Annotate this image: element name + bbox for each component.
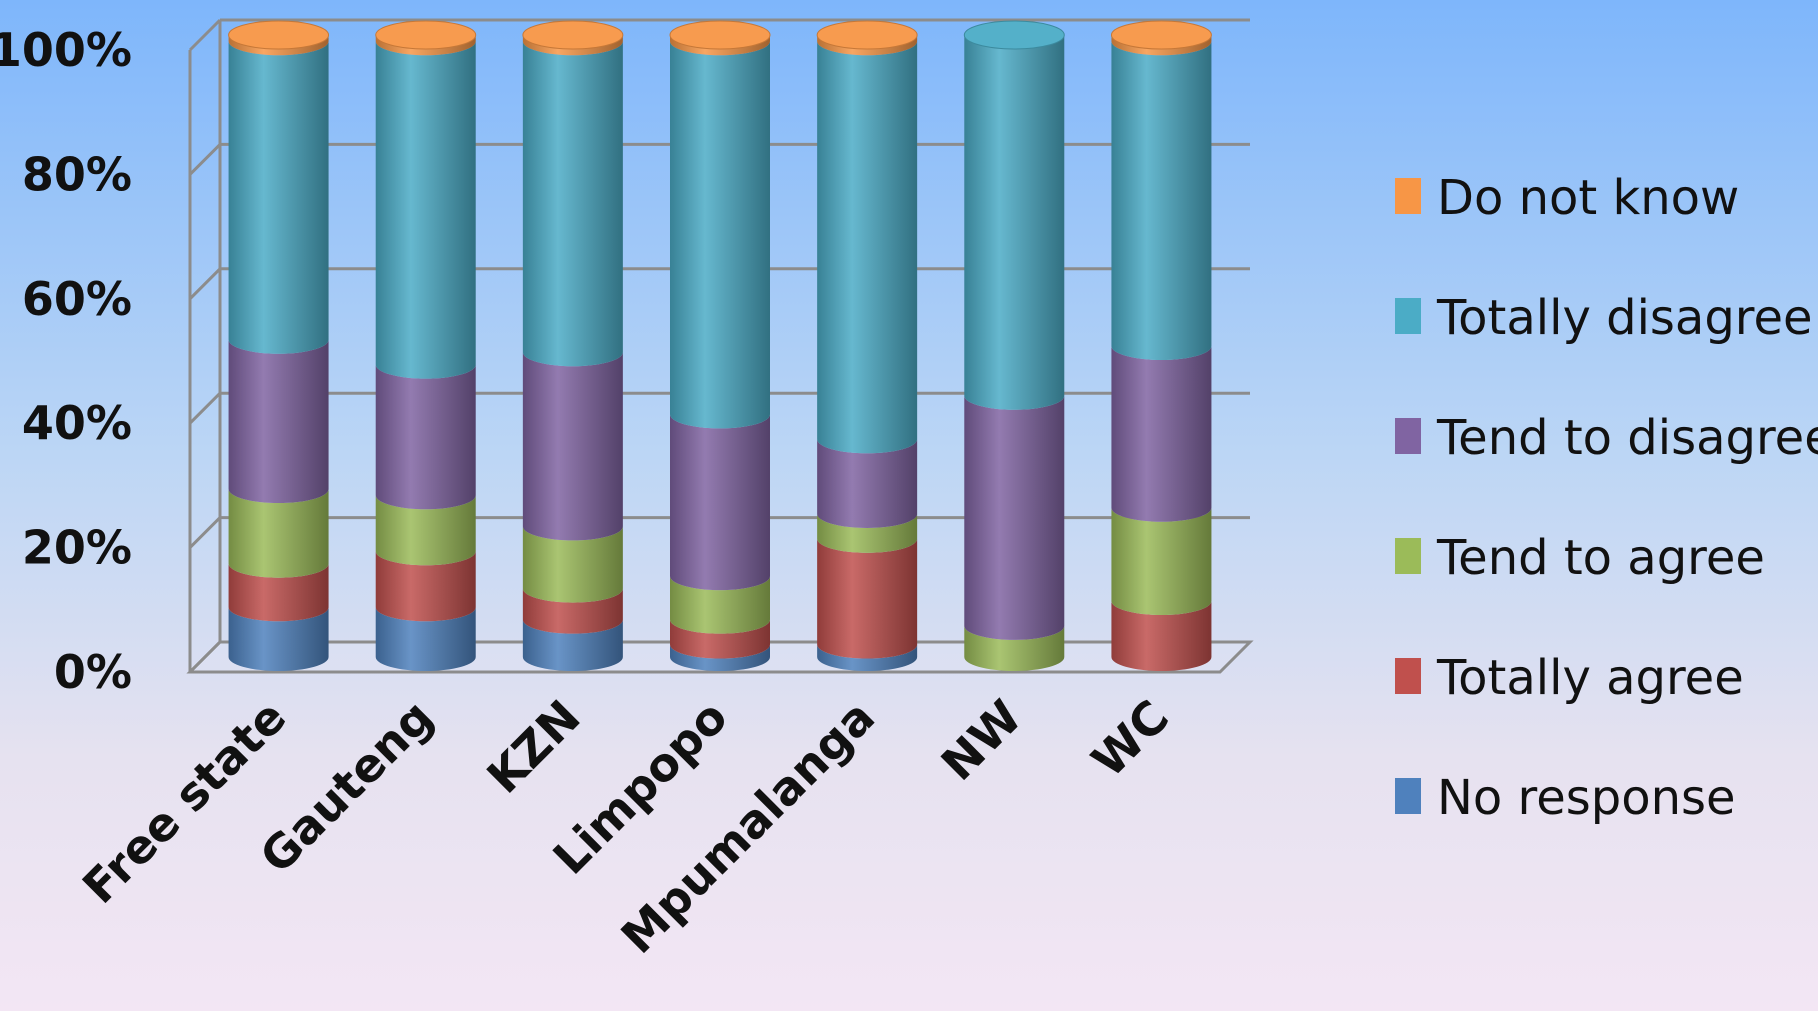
bar-segment-kzn-tend-to-disagree: [522, 352, 623, 541]
bar-segment-free-state-tend-to-disagree: [228, 339, 329, 504]
bar-segment-mpumalanga-totally-disagree: [817, 41, 918, 454]
y-tick-label: 100%: [0, 23, 132, 77]
bar-segment-wc-tend-to-disagree: [1111, 346, 1212, 522]
legend-label-do-not-know: Do not know: [1437, 170, 1739, 226]
bar-segment-mpumalanga-do-not-know: [817, 35, 918, 56]
bar-segment-gauteng-tend-to-disagree: [375, 364, 476, 510]
legend-swatch-totally-agree: [1395, 658, 1421, 694]
bar-segment-wc-totally-disagree: [1111, 41, 1212, 360]
y-tick-label: 60%: [22, 272, 132, 326]
bar-segment-gauteng-tend-to-agree: [375, 495, 476, 566]
bar-segment-free-state-totally-agree: [228, 563, 329, 622]
legend-item-do-not-know: Do not know: [1395, 170, 1739, 226]
bar-segment-gauteng-do-not-know: [375, 35, 476, 56]
bar-top-cap-nw: [963, 20, 1065, 50]
bar-top-cap-gauteng: [375, 20, 477, 50]
bar-segment-free-state-tend-to-agree: [228, 489, 329, 578]
bar-segment-mpumalanga-tend-to-agree: [817, 513, 918, 553]
x-category-label-kzn: KZN: [476, 690, 590, 804]
gridline-diagonal: [188, 267, 222, 300]
bar-segment-wc-tend-to-agree: [1111, 507, 1212, 616]
bar-segment-mpumalanga-totally-agree: [817, 538, 918, 659]
gridline-diagonal: [188, 516, 222, 549]
legend-item-totally-disagree: Totally disagree: [1395, 290, 1813, 346]
bar-stack-nw: [963, 20, 1065, 671]
legend-item-no-response: No response: [1395, 770, 1736, 826]
bar-segment-free-state-do-not-know: [228, 35, 329, 56]
chart-bars: [228, 20, 1212, 671]
legend-label-totally-agree: Totally agree: [1436, 650, 1744, 706]
bar-top-cap-wc: [1110, 20, 1212, 50]
legend-swatch-totally-disagree: [1395, 298, 1421, 334]
legend-item-totally-agree: Totally agree: [1395, 650, 1744, 706]
x-category-label-mpumalanga: Mpumalanga: [611, 690, 885, 964]
bar-segment-free-state-no-response: [228, 607, 329, 671]
bar-segment-limpopo-totally-disagree: [670, 41, 770, 429]
bar-segment-nw-tend-to-disagree: [964, 395, 1065, 640]
bar-segment-kzn-no-response: [522, 619, 623, 671]
bar-top-cap-kzn: [522, 20, 624, 50]
y-tick-label: 80%: [22, 147, 132, 201]
y-axis-tick-labels: 0% 20% 40% 60% 80% 100%: [0, 23, 132, 699]
legend-label-no-response: No response: [1437, 770, 1736, 826]
bar-segment-limpopo-no-response: [670, 644, 770, 671]
bar-segment-mpumalanga-tend-to-disagree: [817, 439, 918, 528]
y-tick-label: 0%: [54, 645, 132, 699]
gridline-diagonal: [188, 18, 222, 52]
legend-label-tend-to-agree: Tend to agree: [1436, 530, 1765, 586]
legend-swatch-do-not-know: [1395, 178, 1421, 214]
x-category-label-free-state: Free state: [72, 690, 296, 914]
bar-segment-gauteng-no-response: [375, 607, 476, 671]
bar-segment-nw-tend-to-agree: [964, 625, 1065, 671]
bar-stack-mpumalanga: [816, 20, 918, 671]
gridline-diagonal: [188, 143, 222, 176]
legend-label-tend-to-disagree: Tend to disagree: [1436, 410, 1818, 466]
bar-segment-kzn-tend-to-agree: [522, 526, 623, 603]
bar-segment-limpopo-do-not-know: [670, 35, 770, 56]
chart-legend: Do not know Totally disagree Tend to disag…: [1395, 170, 1818, 826]
y-tick-label: 20%: [22, 521, 132, 575]
legend-swatch-no-response: [1395, 778, 1421, 814]
gridline-diagonal: [188, 640, 222, 674]
x-category-label-nw: NW: [931, 690, 1032, 791]
legend-swatch-tend-to-agree: [1395, 538, 1421, 574]
bar-segment-wc-do-not-know: [1111, 35, 1212, 56]
bar-segment-kzn-totally-disagree: [522, 41, 623, 367]
bar-top-cap-free-state: [228, 20, 330, 50]
bar-segment-limpopo-tend-to-disagree: [670, 414, 770, 591]
x-category-label-wc: WC: [1081, 690, 1179, 788]
bar-segment-gauteng-totally-disagree: [375, 41, 476, 379]
bar-stack-free-state: [228, 20, 330, 671]
bar-segment-mpumalanga-no-response: [817, 644, 918, 671]
bar-stack-wc: [1110, 20, 1212, 671]
gridline-diagonal: [188, 392, 222, 425]
bar-top-cap-limpopo: [669, 20, 771, 50]
bar-segment-free-state-totally-disagree: [228, 41, 329, 354]
bar-top-cap-mpumalanga: [816, 20, 918, 50]
bar-segment-nw-totally-disagree: [964, 35, 1065, 410]
bar-segment-gauteng-totally-agree: [375, 551, 476, 622]
legend-swatch-tend-to-disagree: [1395, 418, 1421, 454]
legend-label-totally-disagree: Totally disagree: [1436, 290, 1813, 346]
bar-segment-kzn-do-not-know: [522, 35, 623, 56]
bar-segment-wc-totally-agree: [1111, 601, 1212, 671]
bar-segment-kzn-totally-agree: [522, 588, 623, 634]
bar-stack-kzn: [522, 20, 624, 671]
legend-item-tend-to-disagree: Tend to disagree: [1395, 410, 1818, 466]
bar-segment-limpopo-tend-to-agree: [670, 576, 770, 634]
bar-segment-limpopo-totally-agree: [670, 619, 770, 659]
bar-stack-gauteng: [375, 20, 477, 671]
legend-item-tend-to-agree: Tend to agree: [1395, 530, 1765, 586]
bar-stack-limpopo: [669, 20, 771, 671]
y-tick-label: 40%: [22, 396, 132, 450]
